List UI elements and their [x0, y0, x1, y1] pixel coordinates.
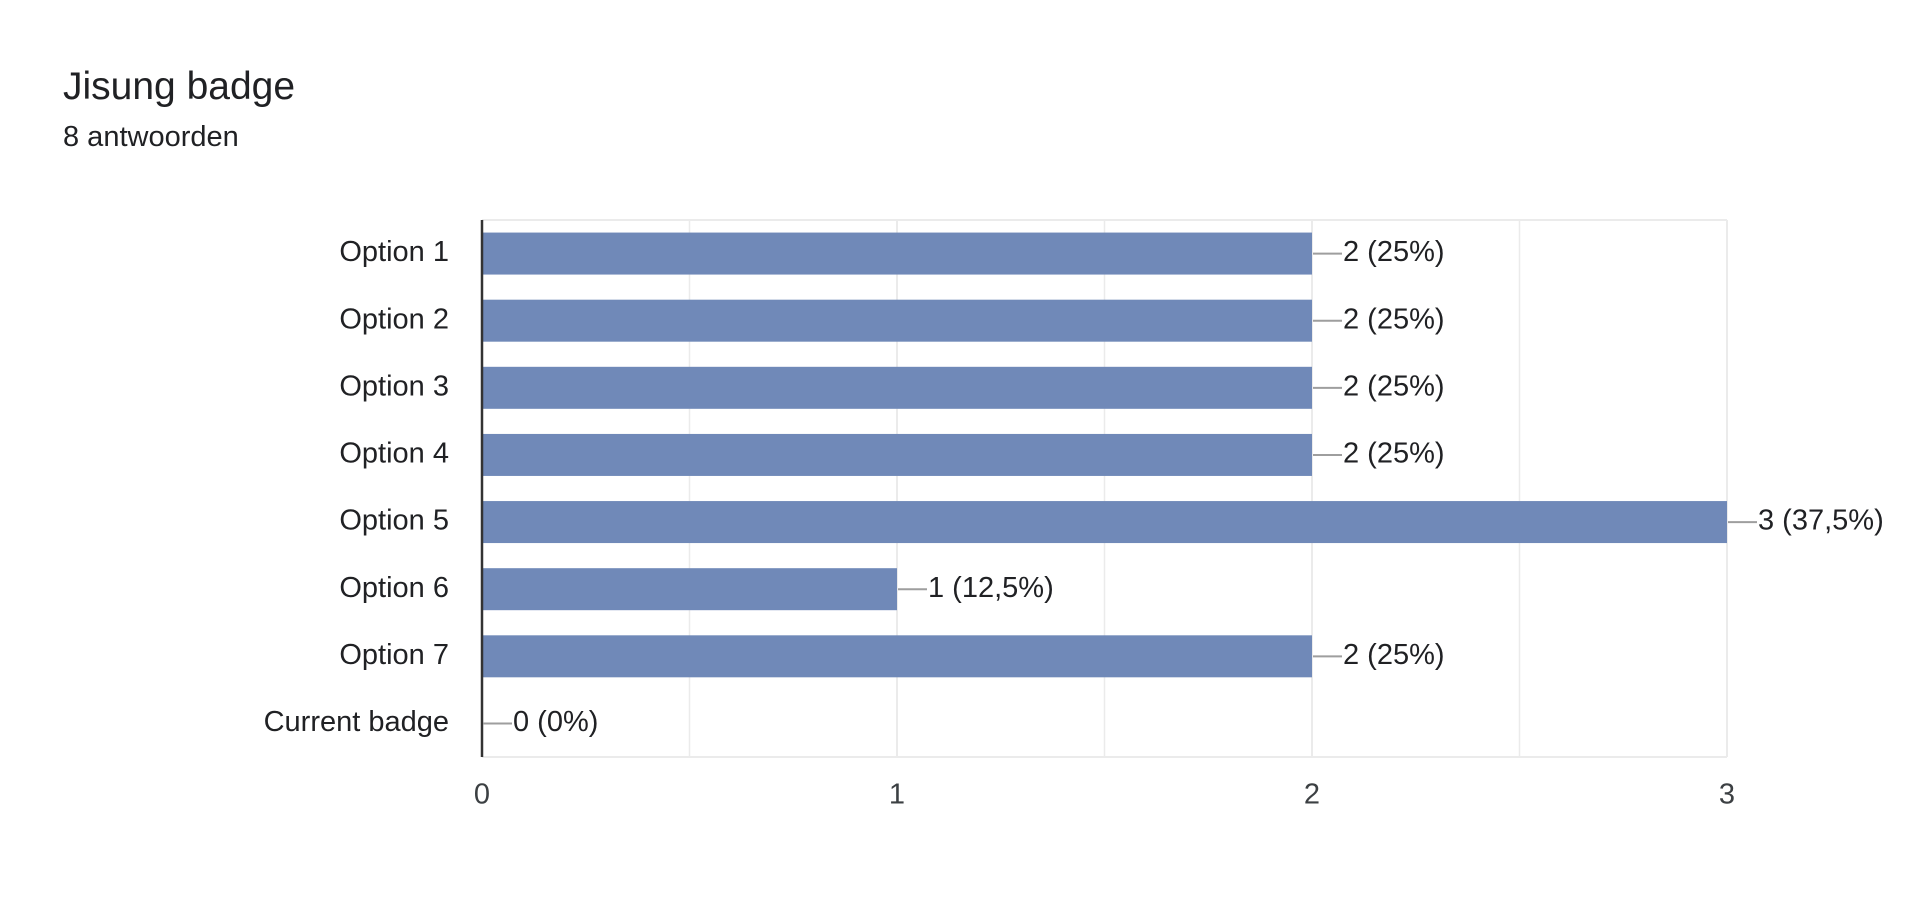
- chart-header: Jisung badge 8 antwoorden: [63, 62, 295, 156]
- bar: [482, 568, 897, 611]
- bar: [482, 366, 1312, 409]
- category-label: Option 6: [339, 572, 449, 604]
- labels: Option 1 2 (25%) Option 2 2 (25%) Option 3 2 …: [264, 236, 1884, 738]
- data-label: 2 (25%): [1343, 236, 1445, 268]
- bars: [482, 232, 1727, 678]
- category-label: Option 5: [339, 505, 449, 537]
- x-tick-label: 0: [474, 779, 490, 811]
- x-tick-label: 1: [889, 779, 905, 811]
- data-label: 1 (12,5%): [928, 572, 1054, 604]
- data-label: 2 (25%): [1343, 639, 1445, 671]
- category-label: Option 4: [339, 438, 449, 470]
- data-label: 0 (0%): [513, 706, 598, 738]
- data-label: 2 (25%): [1343, 370, 1445, 402]
- category-label: Option 3: [339, 370, 449, 402]
- axes: 0 1 2 3: [474, 220, 1735, 811]
- data-label: 2 (25%): [1343, 303, 1445, 335]
- category-label: Option 2: [339, 303, 449, 335]
- bar: [482, 232, 1312, 275]
- x-tick-label: 3: [1719, 779, 1735, 811]
- response-count: 8 antwoorden: [63, 121, 239, 153]
- data-label: 3 (37,5%): [1758, 505, 1884, 537]
- bar: [482, 635, 1312, 678]
- chart-title: Jisung badge: [63, 65, 296, 108]
- category-label: Option 1: [339, 236, 449, 268]
- data-label: 2 (25%): [1343, 438, 1445, 470]
- category-label: Current badge: [264, 706, 449, 738]
- category-label: Option 7: [339, 639, 449, 671]
- bar: [482, 501, 1727, 544]
- x-tick-label: 2: [1304, 779, 1320, 811]
- bar: [482, 433, 1312, 476]
- bar: [482, 299, 1312, 342]
